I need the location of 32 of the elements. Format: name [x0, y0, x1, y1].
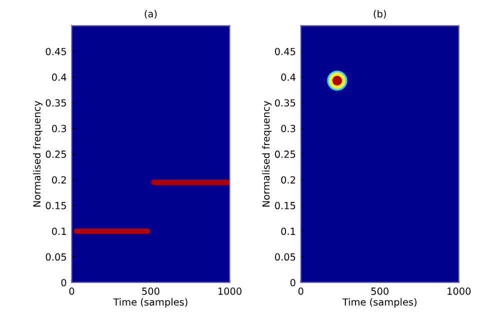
x-axis-title: Time (samples) [113, 298, 188, 308]
y-tick-label: 0.15 [46, 202, 66, 210]
chart-title: (a) [144, 10, 157, 19]
y-tick-label: 0.4 [281, 74, 296, 81]
x-tick-label: 1000 [448, 288, 471, 295]
x-tick-label: 500 [142, 288, 160, 295]
x-tick-label: 0 [69, 288, 74, 295]
x-tick-label: 500 [371, 288, 388, 295]
y-tick-label: 0.2 [52, 176, 66, 184]
y-tick-label: 0.45 [274, 48, 296, 56]
y-tick-label: 0.4 [52, 74, 66, 81]
y-tick-label: 0.05 [274, 253, 296, 261]
y-tick-label: 0.3 [281, 124, 296, 132]
y-tick-label: 0.1 [52, 228, 66, 235]
y-axis-title: Normalised frequency [33, 100, 42, 207]
y-tick-label: 0.45 [46, 48, 66, 56]
y-tick-label: 0.35 [46, 99, 66, 107]
chart-title: (b) [374, 10, 386, 19]
x-tick-label: 1000 [218, 288, 242, 295]
y-tick-label: 0.25 [274, 150, 296, 158]
x-tick-label: 0 [298, 288, 304, 295]
x-axis-title: Time (samples) [342, 298, 416, 308]
y-tick-label: 0.2 [281, 176, 296, 184]
y-tick-label: 0.3 [52, 124, 66, 132]
y-tick-label: 0 [61, 278, 66, 286]
y-axis-title: Normalised frequency [262, 100, 272, 207]
y-tick-label: 0.1 [281, 228, 296, 235]
y-tick-label: 0.15 [274, 202, 296, 210]
y-tick-label: 0.35 [274, 99, 296, 107]
y-tick-label: 0 [290, 278, 296, 286]
y-tick-label: 0.25 [46, 150, 66, 158]
y-tick-label: 0.05 [46, 253, 66, 261]
